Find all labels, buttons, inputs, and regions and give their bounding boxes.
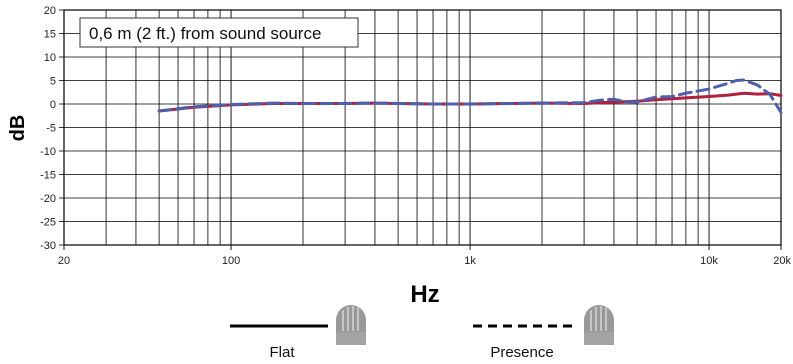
y-tick-label: -5 [46, 123, 56, 135]
x-tick-labels: 20 100 1k 10k 20k [58, 255, 792, 267]
y-tick-label: -20 [40, 193, 56, 205]
series-line-presence [157, 78, 783, 114]
x-tick-label: 20 [58, 255, 70, 267]
x-tick-label: 10k [700, 255, 718, 267]
y-tick-label: 0 [50, 99, 56, 111]
x-axis-title: Hz [410, 281, 439, 308]
y-tick-label: 15 [44, 29, 56, 41]
grid [59, 9, 782, 250]
series-layer [157, 78, 783, 114]
legend-flat-label: Flat [269, 344, 295, 361]
y-axis-title: dB [7, 115, 29, 142]
y-tick-label: -15 [40, 170, 56, 182]
annotation-box [79, 17, 359, 48]
y-tick-labels: 20 15 10 5 0 -5 -10 -15 -20 -25 -30 [40, 5, 56, 252]
x-tick-label: 100 [222, 255, 240, 267]
y-tick-label: 20 [44, 5, 56, 17]
legend: Flat Presence [230, 305, 614, 361]
distance-annotation: 0,6 m (2 ft.) from sound source [79, 17, 359, 48]
legend-item-flat: Flat [230, 305, 366, 361]
y-tick-label: 5 [50, 76, 56, 88]
y-tick-label: -30 [40, 240, 56, 252]
plot-frame [63, 9, 782, 246]
y-tick-label: 10 [44, 52, 56, 64]
x-tick-label: 1k [464, 255, 476, 267]
x-tick-label: 20k [773, 255, 791, 267]
microphone-flat-icon [336, 305, 366, 345]
legend-item-presence: Presence [473, 305, 614, 361]
y-tick-label: -10 [40, 146, 56, 158]
y-tick-label: -25 [40, 217, 56, 229]
annotation-text: 0,6 m (2 ft.) from sound source [89, 24, 321, 43]
legend-presence-label: Presence [490, 344, 553, 361]
microphone-presence-icon [584, 305, 614, 345]
